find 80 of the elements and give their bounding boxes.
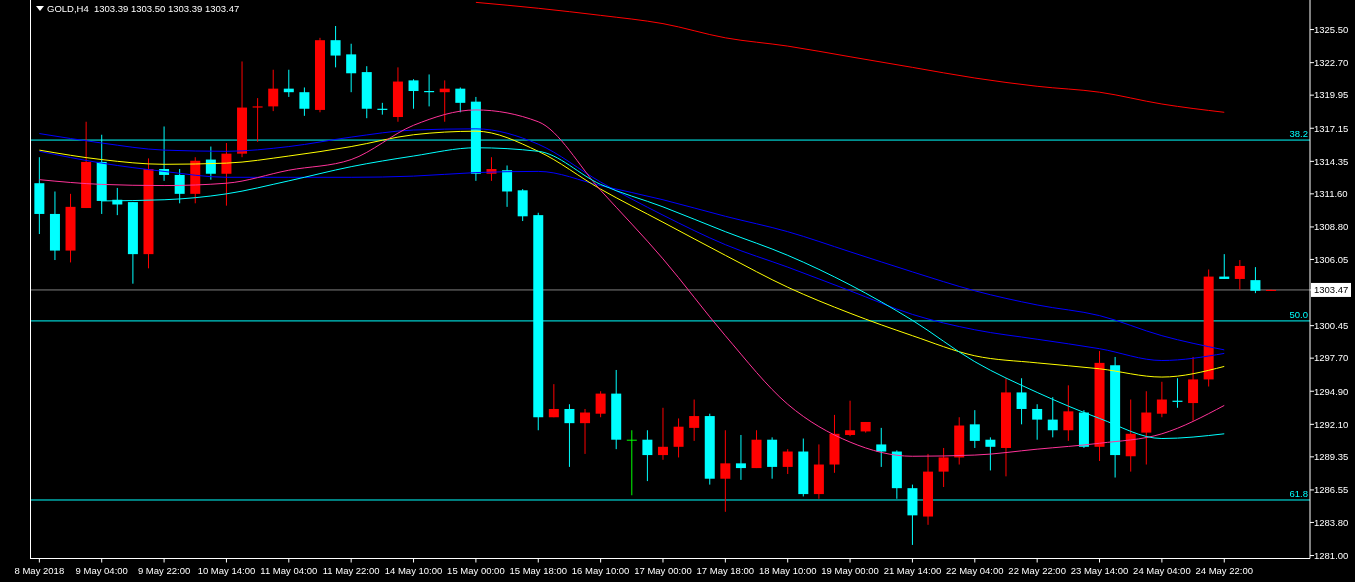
- candlestick: [1032, 403, 1043, 441]
- candlestick: [876, 427, 887, 468]
- y-tick-label: 1314.35: [1314, 155, 1349, 167]
- x-tick-label: 22 May 22:00: [1008, 564, 1066, 576]
- x-tick-label: 18 May 10:00: [758, 564, 817, 576]
- y-tick-label: 1308.80: [1314, 221, 1349, 233]
- x-tick-label: 22 May 04:00: [946, 564, 1004, 576]
- annotation: 38.2: [1289, 128, 1308, 140]
- candlestick: [299, 86, 310, 117]
- x-tick-label: 10 May 14:00: [197, 564, 256, 576]
- x-tick-label: 9 May 22:00: [137, 564, 191, 576]
- candlestick: [782, 448, 793, 475]
- candlestick: [408, 78, 419, 110]
- candlestick: [174, 168, 185, 204]
- candlestick: [268, 69, 279, 112]
- y-tick-label: 1325.50: [1314, 23, 1349, 35]
- x-tick-label: 24 May 22:00: [1195, 564, 1254, 576]
- x-tick-label: 19 May 00:00: [821, 564, 879, 576]
- candlestick: [205, 146, 216, 181]
- candlestick: [657, 407, 668, 461]
- candlestick: [330, 25, 341, 68]
- candlestick: [1156, 381, 1167, 418]
- x-tick-label: 8 May 2018: [14, 564, 65, 576]
- candlestick: [1234, 259, 1245, 291]
- candlestick: [252, 97, 263, 143]
- annotation: 61.8: [1289, 487, 1308, 499]
- y-tick-label: 1289.35: [1314, 451, 1349, 463]
- candlestick: [564, 403, 575, 468]
- y-tick-label: 1311.60: [1314, 188, 1348, 200]
- candlestick: [1125, 399, 1136, 473]
- candlestick: [1063, 384, 1074, 442]
- x-tick-label: 15 May 00:00: [447, 564, 505, 576]
- x-tick-label: 11 May 22:00: [322, 564, 380, 576]
- candlestick: [580, 408, 591, 455]
- candlestick: [626, 429, 637, 496]
- y-tick-label: 1317.15: [1314, 122, 1349, 134]
- y-tick-label: 1306.05: [1314, 253, 1349, 265]
- x-tick-label: 21 May 14:00: [883, 564, 942, 576]
- y-tick-label: 1286.55: [1314, 484, 1349, 496]
- y-tick-label: 1322.70: [1314, 56, 1349, 68]
- x-tick-label: 14 May 10:00: [384, 564, 443, 576]
- x-tick-label: 23 May 14:00: [1070, 564, 1129, 576]
- candlestick: [642, 429, 653, 482]
- candlestick: [673, 417, 684, 458]
- x-tick-label: 17 May 18:00: [696, 564, 755, 576]
- candlestick: [1141, 390, 1152, 466]
- x-tick-label: 24 May 04:00: [1133, 564, 1191, 576]
- y-tick-label: 1297.70: [1314, 352, 1349, 364]
- y-tick-label: 1319.95: [1314, 89, 1349, 101]
- x-tick-label: 11 May 04:00: [260, 564, 318, 576]
- candlestick: [502, 164, 513, 208]
- y-tick-label: 1283.80: [1314, 516, 1349, 528]
- candlestick: [938, 447, 949, 488]
- candlestick: [595, 390, 606, 418]
- x-tick-label: 15 May 18:00: [509, 564, 568, 576]
- line-series: [38, 109, 1225, 457]
- y-tick-label: 1292.10: [1314, 418, 1349, 430]
- candlestick: [1016, 377, 1027, 425]
- y-tick-label: 1281.00: [1314, 549, 1349, 561]
- candlestick: [735, 434, 746, 481]
- candlestick: [1250, 266, 1261, 294]
- candlestick: [845, 400, 856, 437]
- annotation: 50.0: [1289, 308, 1308, 320]
- line-series: [475, 1, 1225, 113]
- chart-title: GOLD,H4 1303.39 1303.50 1303.39 1303.47: [47, 3, 240, 14]
- candlestick: [346, 43, 357, 93]
- x-tick-label: 16 May 10:00: [571, 564, 630, 576]
- candlestick: [985, 436, 996, 471]
- candlestick: [548, 383, 559, 418]
- candlestick: [455, 86, 466, 113]
- x-tick-label: 17 May 00:00: [634, 564, 692, 576]
- candlestick: [221, 142, 232, 207]
- y-tick-label: 1303.47: [1314, 284, 1349, 296]
- candlestick: [689, 399, 700, 442]
- x-tick-label: 9 May 04:00: [75, 564, 128, 576]
- candlestick: [720, 429, 731, 513]
- y-tick-label: 1294.90: [1314, 385, 1349, 397]
- y-tick-label: 1300.45: [1314, 319, 1349, 331]
- candlestick: [969, 409, 980, 449]
- candlestick: [1188, 356, 1199, 422]
